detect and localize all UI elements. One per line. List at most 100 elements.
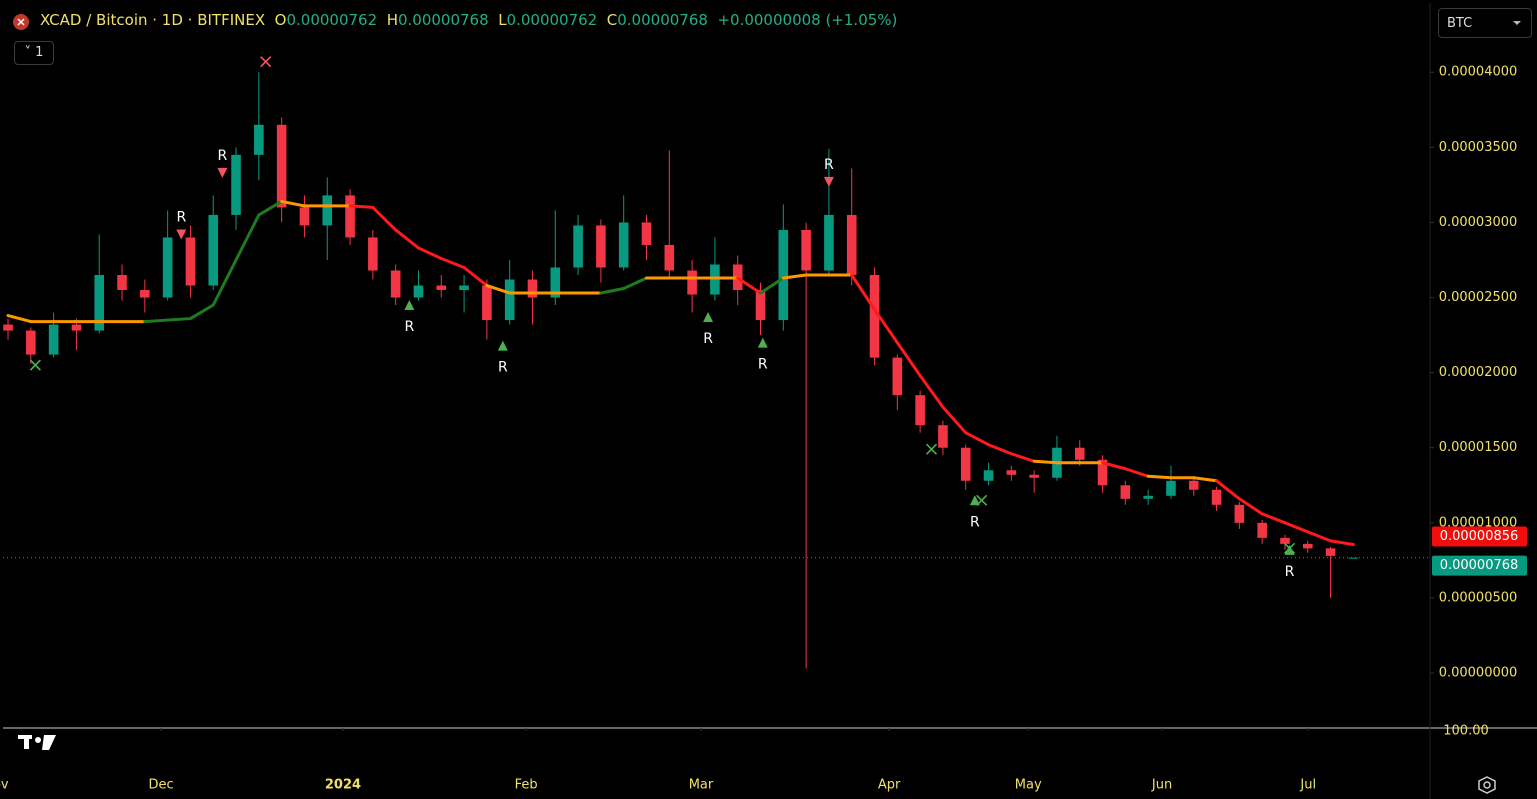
candle-body bbox=[208, 214, 219, 286]
ma-line bbox=[964, 431, 991, 447]
ma-line bbox=[1146, 474, 1173, 480]
ohlc-key: H bbox=[386, 11, 398, 29]
candle-body bbox=[345, 195, 355, 238]
ohlc-key: L bbox=[498, 11, 507, 29]
ma-line bbox=[371, 205, 398, 232]
candle-body bbox=[94, 275, 105, 331]
ma-line bbox=[1283, 521, 1310, 534]
signal-marker bbox=[217, 167, 228, 178]
legend-header: XCAD / Bitcoin · 1D · BITFINEX O0.000007… bbox=[40, 11, 897, 29]
signal-label: R bbox=[758, 357, 768, 373]
x-tick-label: Nov bbox=[0, 778, 9, 793]
candle-body bbox=[1029, 474, 1039, 478]
candle-body bbox=[960, 447, 971, 481]
candle-body bbox=[527, 279, 538, 298]
currency-select[interactable]: BTC bbox=[1438, 8, 1532, 38]
change: +0.00000008 (+1.05%) bbox=[717, 11, 898, 29]
candle-body bbox=[1097, 459, 1108, 486]
candle-body bbox=[915, 395, 925, 426]
signal-marker bbox=[404, 300, 415, 311]
candle-body bbox=[1280, 537, 1290, 544]
candle-body bbox=[162, 237, 173, 298]
plot-area: R R R R R R R R R bbox=[3, 56, 1430, 669]
candle-body bbox=[801, 229, 811, 271]
x-tick-label: Feb bbox=[515, 778, 538, 793]
ma-line bbox=[1123, 467, 1150, 478]
y-tick-label: 0.00000500 bbox=[1439, 590, 1518, 605]
ma-line bbox=[918, 374, 945, 409]
ma-line bbox=[1306, 530, 1333, 543]
candle-body bbox=[1166, 480, 1176, 496]
y-tick-label: 0.00002500 bbox=[1439, 290, 1518, 305]
settings-icon[interactable] bbox=[1478, 776, 1496, 794]
candle-body bbox=[550, 267, 561, 298]
candle-body bbox=[892, 357, 903, 396]
price-tag-label: 0.00000768 bbox=[1440, 558, 1519, 573]
ohlc-value: 0.00000768 bbox=[617, 11, 708, 29]
candle-body bbox=[117, 275, 127, 291]
x-tick-label: Jul bbox=[1299, 778, 1316, 793]
signal-label: R bbox=[498, 360, 508, 376]
candle-body bbox=[504, 279, 515, 321]
signal-marker bbox=[969, 495, 980, 506]
ma-line bbox=[188, 303, 215, 321]
candle-body bbox=[1120, 485, 1131, 499]
ma-line bbox=[211, 258, 238, 307]
ma-line bbox=[348, 204, 375, 209]
ma-line bbox=[1192, 476, 1219, 483]
x-tick-label: Mar bbox=[689, 778, 714, 793]
ohlc-key: O bbox=[274, 11, 287, 29]
candle-body bbox=[596, 225, 606, 268]
ma-line bbox=[485, 284, 512, 295]
candle-body bbox=[140, 290, 150, 298]
candle-body bbox=[71, 324, 82, 331]
signal-marker bbox=[703, 312, 714, 323]
signal-marker bbox=[823, 176, 834, 187]
candle-body bbox=[938, 425, 948, 448]
candle-body bbox=[1006, 470, 1017, 475]
ma-line bbox=[257, 199, 284, 217]
y-tick-label: 0.00003000 bbox=[1439, 215, 1518, 230]
candle-body bbox=[276, 124, 287, 208]
signal-marker bbox=[757, 337, 768, 348]
indicator-toggle[interactable]: ˅ 1 bbox=[14, 41, 54, 65]
tv-logo bbox=[18, 735, 56, 750]
candle-body bbox=[1348, 557, 1359, 559]
candle-body bbox=[368, 237, 378, 271]
ohlc-value: 0.00000762 bbox=[506, 11, 598, 29]
candle-body bbox=[26, 330, 36, 355]
candle-body bbox=[687, 270, 697, 295]
price-tag bbox=[1432, 526, 1527, 547]
candle-body bbox=[1234, 504, 1245, 523]
exit-marker bbox=[1283, 542, 1296, 554]
ma-line bbox=[1101, 461, 1127, 471]
ma-line bbox=[941, 405, 968, 435]
ma-line bbox=[1329, 539, 1355, 546]
y-tick-label: 0.00004000 bbox=[1439, 65, 1518, 80]
candle-body bbox=[390, 270, 401, 298]
currency: BTC bbox=[1447, 16, 1473, 31]
signal-marker bbox=[176, 229, 187, 240]
exit-marker bbox=[29, 359, 41, 371]
candle-body bbox=[1211, 489, 1222, 505]
ohlc-key: C bbox=[606, 11, 618, 29]
ma-line bbox=[394, 228, 420, 250]
ma-line bbox=[234, 213, 261, 262]
exit-marker bbox=[925, 443, 938, 455]
x-tick-label: Jun bbox=[1151, 778, 1172, 793]
candle-body bbox=[824, 214, 834, 271]
candle-body bbox=[573, 225, 583, 268]
candle-body bbox=[254, 124, 264, 155]
signal-label: R bbox=[703, 331, 713, 347]
candle-body bbox=[1143, 495, 1153, 499]
ma-line bbox=[873, 308, 899, 345]
signal-marker bbox=[497, 340, 508, 351]
ma-line bbox=[416, 246, 443, 260]
ma-line bbox=[439, 256, 466, 269]
ma-line bbox=[6, 314, 33, 324]
candle-body bbox=[983, 470, 994, 481]
ma-line bbox=[850, 273, 877, 312]
